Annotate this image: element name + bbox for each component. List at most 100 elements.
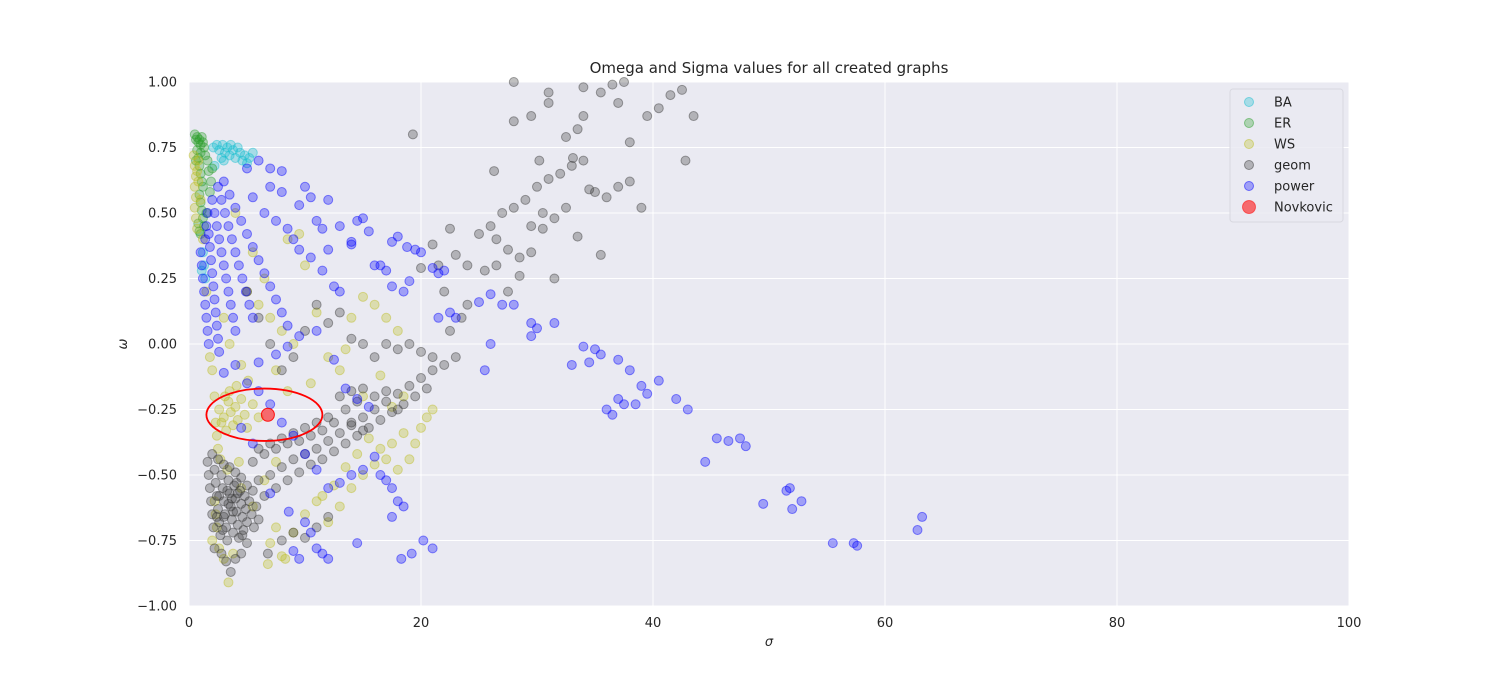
data-point-ws [398,428,409,439]
data-point-geom [271,483,281,494]
data-point-power [224,189,235,200]
data-point-power [211,320,222,331]
data-point-ws [381,312,392,323]
data-point-geom [491,260,502,271]
data-point-power [204,242,215,253]
data-point-power [223,221,234,232]
data-point-ws [265,538,276,549]
data-point-geom [237,530,248,541]
data-point-power [225,299,236,310]
data-point-er [194,226,205,237]
data-point-geom [358,339,368,349]
data-point-power [237,273,248,284]
data-point-power [201,221,212,232]
data-point-geom [543,97,554,108]
data-point-power [219,208,230,218]
data-point-er [203,166,214,177]
data-point-ws [369,299,380,310]
data-point-er [207,163,218,174]
data-point-geom [210,477,221,488]
data-point-power [300,181,310,192]
data-point-power [671,394,682,405]
data-point-power [682,404,693,415]
data-point-power [236,215,247,226]
data-point-geom [636,202,647,213]
data-point-geom [300,422,310,433]
data-point-geom [242,538,252,549]
data-point-geom [242,517,252,528]
data-point-geom [240,504,251,515]
data-point-ws [404,454,415,465]
data-point-er [200,150,211,161]
data-point-geom [225,566,236,577]
data-point-er [193,152,204,163]
data-point-ws [231,380,242,391]
data-point-ws [294,228,305,239]
data-point-power [203,228,214,239]
data-point-er [196,132,207,143]
data-point-geom [358,425,368,436]
y-tick-label: 1.00 [148,76,177,91]
data-point-geom [433,260,444,271]
data-point-geom [537,223,548,234]
data-point-geom [300,449,310,460]
data-point-geom [225,501,236,512]
data-point-power [619,399,629,410]
data-point-geom [224,488,235,499]
data-point-ws [247,247,258,258]
legend-label-ws: WS [1274,138,1295,153]
data-point-geom [346,386,357,397]
data-point-geom [561,202,571,213]
data-point-geom [526,221,537,232]
data-point-ws [346,312,357,323]
data-point-geom [208,522,219,533]
data-point-ws [421,412,432,423]
data-point-geom [276,535,287,546]
data-point-geom [439,359,450,370]
data-point-ws [190,192,201,203]
data-point-ba [199,260,210,271]
data-point-geom [323,412,334,423]
data-point-ba [225,139,236,150]
data-point-power [221,273,232,284]
data-point-power [305,192,316,203]
data-point-geom [228,506,239,517]
legend-label-geom: geom [1274,159,1311,174]
data-point-geom [222,535,233,546]
data-point-power [242,228,252,239]
data-point-geom [607,79,618,90]
data-point-power [200,234,211,245]
data-point-geom [222,485,233,496]
data-point-geom [613,181,624,192]
data-point-geom [206,496,217,507]
data-point-power [202,208,213,218]
data-point-power [323,483,334,494]
data-point-geom [346,420,357,431]
data-point-ws [323,352,334,363]
data-point-power [387,236,397,247]
data-point-power [242,163,252,174]
data-point-geom [526,247,537,258]
data-point-geom [207,509,218,520]
data-point-geom [642,111,653,122]
data-point-power [226,234,237,245]
data-point-power [827,538,838,549]
data-point-power [433,268,444,279]
data-point-geom [317,454,328,465]
data-point-geom [236,548,247,559]
data-point-er [195,147,206,158]
data-points [188,77,928,588]
data-point-ba [244,152,255,163]
data-point-ba [247,147,258,158]
data-point-geom [555,168,566,179]
data-point-power [758,498,769,509]
data-point-ba [209,160,220,171]
data-point-geom [300,532,310,543]
data-point-geom [624,137,635,148]
data-point-geom [271,443,281,454]
data-point-ws [193,155,204,166]
data-point-power [392,231,403,242]
data-point-power [208,281,219,292]
data-point-power [213,181,223,192]
data-point-geom [665,90,676,101]
